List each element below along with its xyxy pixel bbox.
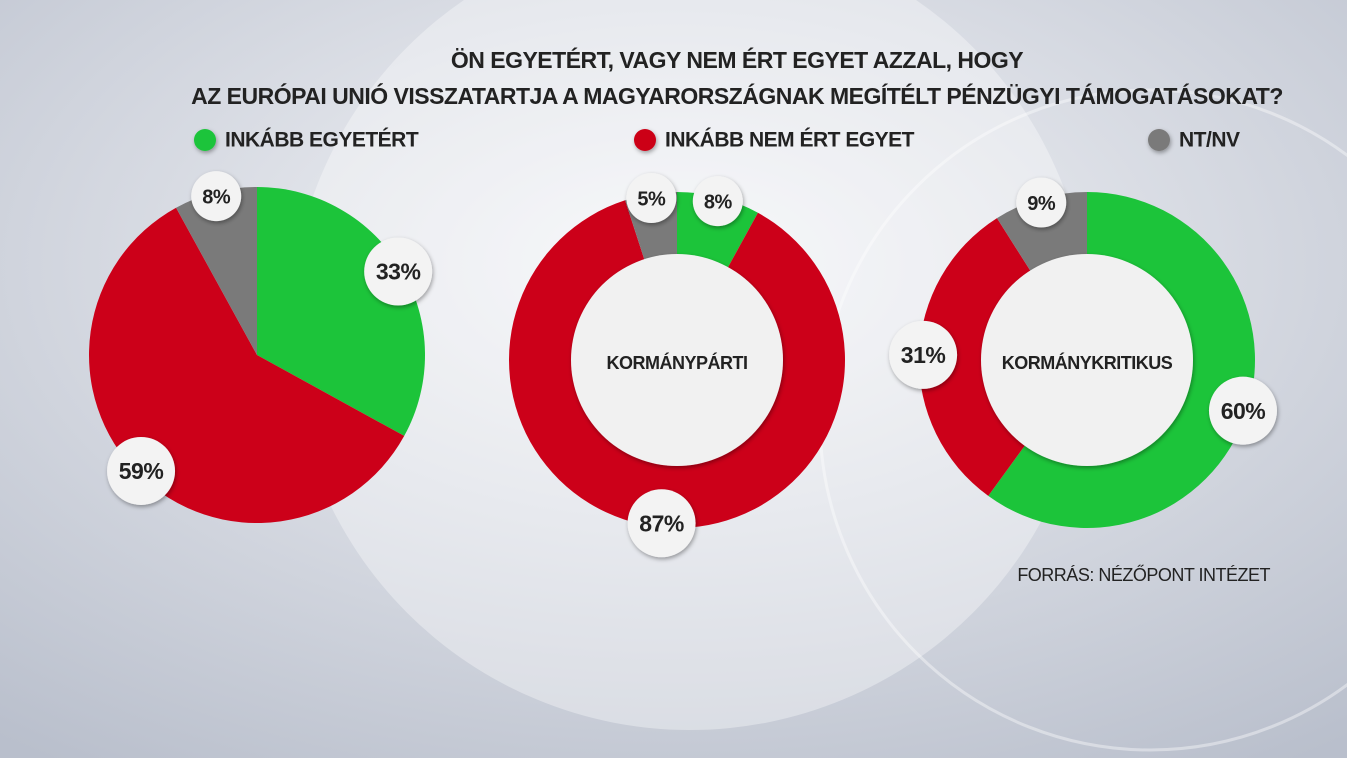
value-label: 60% xyxy=(1221,398,1266,424)
pie-slice xyxy=(89,207,405,523)
value-label: 33% xyxy=(376,259,421,285)
pie-slice xyxy=(176,187,257,355)
source: FORRÁS: NÉZŐPONT INTÉZET xyxy=(1017,564,1270,585)
legend-label: INKÁBB EGYETÉRT xyxy=(225,129,419,152)
value-label: 9% xyxy=(1027,193,1056,215)
legend-swatch xyxy=(1148,129,1170,151)
donut-hole xyxy=(981,254,1193,466)
value-label: 5% xyxy=(637,188,666,210)
donut-center-label: KORMÁNYPÁRTI xyxy=(607,352,748,373)
value-label-bubble xyxy=(1208,376,1277,445)
value-label-bubble xyxy=(1016,177,1067,228)
legend-label: INKÁBB NEM ÉRT EGYET xyxy=(665,129,915,152)
value-label: 59% xyxy=(119,458,164,484)
donut-hole xyxy=(571,254,783,466)
legend-label: NT/NV xyxy=(1179,129,1240,152)
legend-swatch xyxy=(634,129,656,151)
value-label-bubble xyxy=(627,489,696,558)
value-label-bubble xyxy=(191,171,242,222)
value-label-bubble xyxy=(889,320,958,389)
value-label-bubble xyxy=(364,237,433,306)
value-label: 87% xyxy=(639,510,684,536)
value-label: 8% xyxy=(704,191,733,213)
value-label: 31% xyxy=(901,342,946,368)
legend-swatch xyxy=(194,129,216,151)
title-line: ÖN EGYETÉRT, VAGY NEM ÉRT EGYET AZZAL, H… xyxy=(451,46,1023,73)
value-label-bubble xyxy=(107,436,176,505)
value-label-bubble xyxy=(626,173,677,224)
value-label-bubble xyxy=(692,176,743,227)
donut-center-label: KORMÁNYKRITIKUS xyxy=(1002,352,1173,373)
value-label: 8% xyxy=(202,186,231,208)
title-line: AZ EURÓPAI UNIÓ VISSZATARTJA A MAGYARORS… xyxy=(191,82,1283,109)
